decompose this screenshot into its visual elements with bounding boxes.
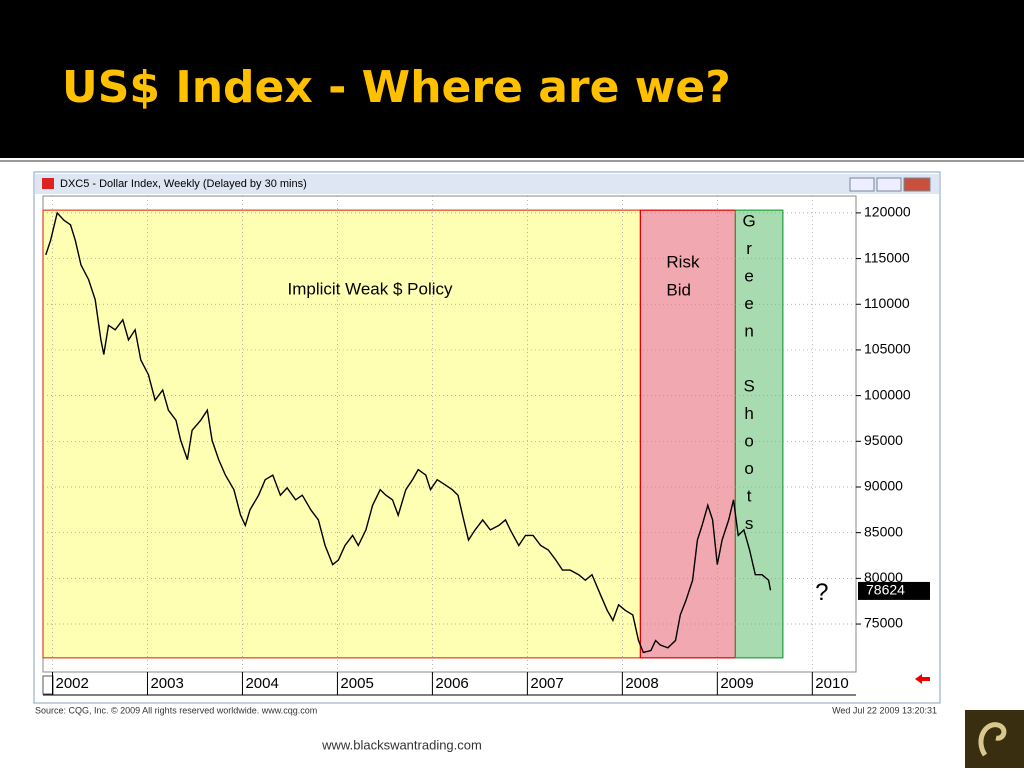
region-label: r: [746, 239, 752, 258]
y-tick-label: 75000: [864, 615, 903, 631]
scroll-box: [42, 675, 54, 695]
source-text: Source: CQG, Inc. © 2009 All rights rese…: [35, 705, 317, 715]
region-label: t: [747, 486, 752, 505]
window-titlebar: [35, 174, 939, 194]
app-icon: [42, 178, 54, 189]
footer: www.blackswantrading.com: [321, 737, 482, 752]
x-tick-label: 2010: [815, 675, 848, 692]
region-label: e: [744, 266, 753, 285]
window-title: DXC5 - Dollar Index, Weekly (Delayed by …: [60, 178, 307, 190]
maximize-button[interactable]: [876, 177, 902, 192]
annotation: ?: [815, 579, 828, 606]
slide-title: US$ Index - Where are we?: [62, 62, 731, 113]
region-label: S: [743, 376, 754, 395]
y-tick-label: 85000: [864, 523, 903, 539]
region: [42, 209, 642, 659]
y-tick-label: 95000: [864, 432, 903, 448]
x-tick-label: 2004: [245, 675, 278, 692]
y-tick-label: 100000: [864, 386, 911, 402]
minimize-button[interactable]: [849, 177, 875, 192]
y-tick-label: 105000: [864, 341, 911, 357]
region-label: Implicit Weak $ Policy: [287, 279, 453, 298]
region-label: n: [744, 321, 753, 340]
x-tick-label: 2006: [435, 675, 468, 692]
region-label: s: [745, 514, 754, 533]
x-tick-label: 2008: [625, 675, 658, 692]
region-label: Bid: [666, 280, 691, 299]
close-button[interactable]: [903, 177, 931, 192]
price-line: [45, 211, 772, 654]
arrow-icon: [915, 674, 930, 684]
region-label: Risk: [666, 252, 700, 271]
region-label: h: [744, 404, 753, 423]
region: [734, 209, 784, 659]
x-tick-label: 2005: [340, 675, 373, 692]
last-value-box: [858, 581, 930, 600]
y-tick-label: 115000: [864, 249, 910, 265]
region-label: o: [744, 431, 753, 450]
y-tick-label: 120000: [864, 204, 911, 220]
x-tick-label: 2003: [150, 675, 183, 692]
region: [639, 209, 736, 659]
y-tick-label: 110000: [864, 295, 910, 311]
x-tick-label: 2009: [720, 675, 753, 692]
timestamp: Wed Jul 22 2009 13:20:31: [832, 705, 937, 715]
logo: [965, 710, 1024, 768]
y-tick-label: 80000: [864, 569, 903, 585]
logo-swan: [978, 722, 1007, 757]
title-band: [0, 0, 1024, 158]
x-tick-label: 2002: [55, 675, 88, 692]
region-label: e: [744, 294, 753, 313]
last-value-label: 78624: [866, 582, 905, 598]
region-label: G: [743, 211, 756, 230]
y-tick-label: 90000: [864, 478, 903, 494]
region-label: o: [744, 459, 753, 478]
x-tick-label: 2007: [530, 675, 563, 692]
